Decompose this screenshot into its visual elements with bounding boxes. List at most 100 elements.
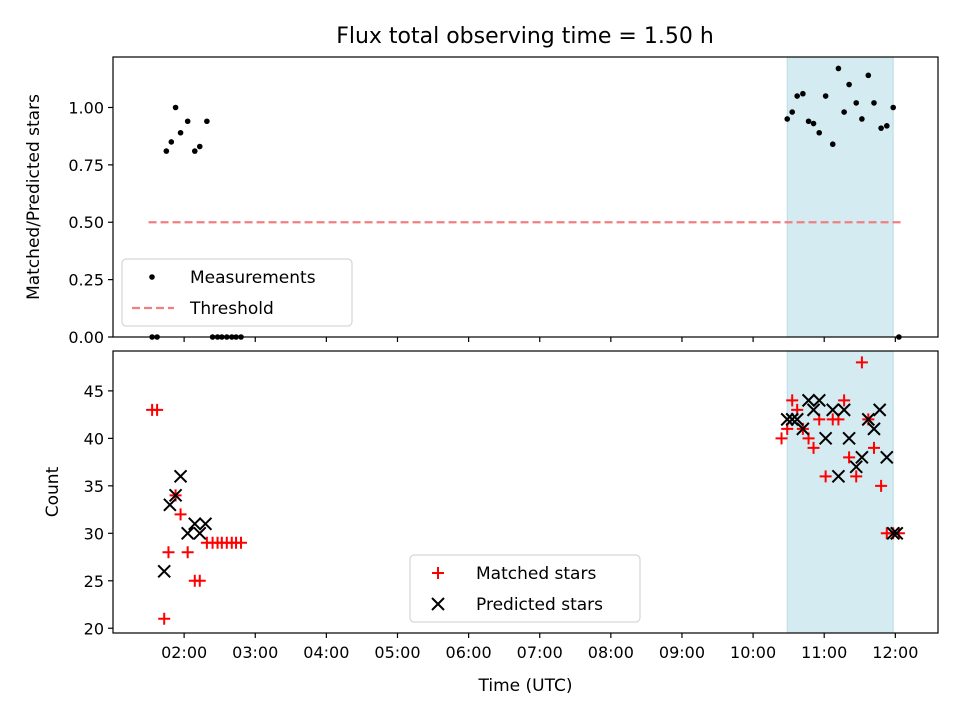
matched-star-point xyxy=(775,432,788,445)
measurement-point xyxy=(168,139,175,145)
matched-star-point xyxy=(855,356,868,369)
x-axis-label: Time (UTC) xyxy=(478,676,573,696)
x-tick-label: 02:00 xyxy=(161,643,207,662)
y-tick-label: 40 xyxy=(84,429,104,448)
predicted-star-point xyxy=(826,403,840,417)
y-tick-label: 0.25 xyxy=(68,271,104,290)
legend-label-matched: Matched stars xyxy=(476,564,596,584)
measurement-point xyxy=(841,109,847,115)
y-tick-label: 30 xyxy=(84,524,104,543)
legend-label-threshold: Threshold xyxy=(189,299,274,319)
legend-marker-matched xyxy=(432,567,444,579)
measurement-point xyxy=(890,104,896,111)
matched-star-point xyxy=(174,508,187,521)
legend-label-predicted: Predicted stars xyxy=(476,595,603,615)
predicted-star-point xyxy=(790,412,804,427)
y-tick-label: 25 xyxy=(84,572,104,591)
y-tick-label: 20 xyxy=(84,619,104,638)
x-tick-label: 11:00 xyxy=(801,643,847,662)
x-tick-label: 12:00 xyxy=(872,643,918,662)
measurement-point xyxy=(196,143,203,150)
matched-star-point xyxy=(151,403,164,416)
x-tick-label: 06:00 xyxy=(446,643,492,662)
matched-star-point xyxy=(850,470,863,483)
legend-box xyxy=(121,258,353,327)
y-tick-label: 35 xyxy=(84,477,104,496)
measurement-point xyxy=(859,116,865,122)
matched-star-point xyxy=(158,612,171,625)
measurement-point xyxy=(853,100,860,106)
predicted-star-point xyxy=(173,469,188,484)
predicted-star-point xyxy=(168,488,183,503)
highlight-span xyxy=(786,350,894,634)
y-tick-label: 1.00 xyxy=(68,98,104,117)
matched-star-point xyxy=(162,546,175,559)
measurement-point xyxy=(784,116,791,122)
x-tick-label: 08:00 xyxy=(588,643,634,662)
predicted-star-point xyxy=(198,517,213,531)
measurement-point xyxy=(191,148,198,154)
predicted-star-point xyxy=(180,526,195,541)
measurement-point xyxy=(800,90,806,97)
predicted-star-point xyxy=(831,469,846,484)
predicted-star-point xyxy=(872,403,887,417)
matched-star-point xyxy=(838,394,851,407)
matched-star-point xyxy=(193,574,206,587)
y-axis-label: Matched/Predicted stars xyxy=(24,94,44,300)
legend: Measurements Threshold xyxy=(121,258,353,327)
measurement-point xyxy=(805,118,812,125)
predicted-star-point xyxy=(861,412,876,427)
matched-star-point xyxy=(181,546,194,559)
plot-frame xyxy=(112,350,939,634)
predicted-star-point xyxy=(780,412,794,427)
predicted-star-point xyxy=(837,403,851,417)
measurement-point xyxy=(871,100,877,106)
predicted-star-point xyxy=(890,526,904,541)
legend: Matched stars Predicted stars xyxy=(409,554,641,623)
x-tick-label: 04:00 xyxy=(303,643,349,662)
x-tick-label: 09:00 xyxy=(659,643,705,662)
measurement-point xyxy=(816,129,823,136)
measurement-point xyxy=(810,120,817,127)
measurement-point xyxy=(835,65,842,72)
matched-star-point xyxy=(875,479,888,492)
matched-star-point xyxy=(843,451,856,464)
predicted-star-point xyxy=(796,422,810,436)
predicted-star-point xyxy=(163,498,177,512)
predicted-star-point xyxy=(867,422,881,436)
legend-box xyxy=(409,554,641,623)
matched-star-point xyxy=(892,527,905,540)
y-axis-label: Count xyxy=(43,466,63,517)
measurement-point xyxy=(829,141,836,148)
predicted-star-point xyxy=(842,431,856,446)
measurement-point xyxy=(822,93,829,99)
legend-marker-predicted xyxy=(431,597,445,611)
count-panel: 20 25 30 35 40 45 02:00 03:00 04:00 05:00 06:00 07:… xyxy=(43,350,939,696)
matched-star-point xyxy=(786,394,799,407)
y-tick-label: 0.50 xyxy=(68,213,104,232)
predicted-star-point xyxy=(880,450,894,465)
measurement-point xyxy=(846,81,852,88)
predicted-star-point xyxy=(886,526,900,541)
measurement-point xyxy=(883,123,890,129)
predicted-star-point xyxy=(806,403,821,417)
measurement-point xyxy=(794,93,800,99)
measurement-point xyxy=(163,148,170,154)
predicted-star-point xyxy=(812,393,826,408)
predicted-star-point xyxy=(855,450,869,465)
predicted-star-point xyxy=(193,526,207,541)
measurement-point xyxy=(184,118,191,125)
matched-star-point xyxy=(867,441,880,454)
matched-star-point xyxy=(235,536,248,549)
matched-star-point xyxy=(807,441,820,454)
measurement-point xyxy=(878,125,884,131)
x-tick-label: 07:00 xyxy=(517,643,563,662)
y-tick-label: 0.75 xyxy=(68,156,104,175)
predicted-star-point xyxy=(188,517,202,531)
measurement-point xyxy=(177,129,184,136)
y-tick-label: 0.00 xyxy=(68,328,104,347)
plot-frame xyxy=(112,56,939,338)
predicted-star-point xyxy=(801,393,816,408)
matched-star-point xyxy=(819,470,832,483)
x-tick-label: 10:00 xyxy=(730,643,776,662)
